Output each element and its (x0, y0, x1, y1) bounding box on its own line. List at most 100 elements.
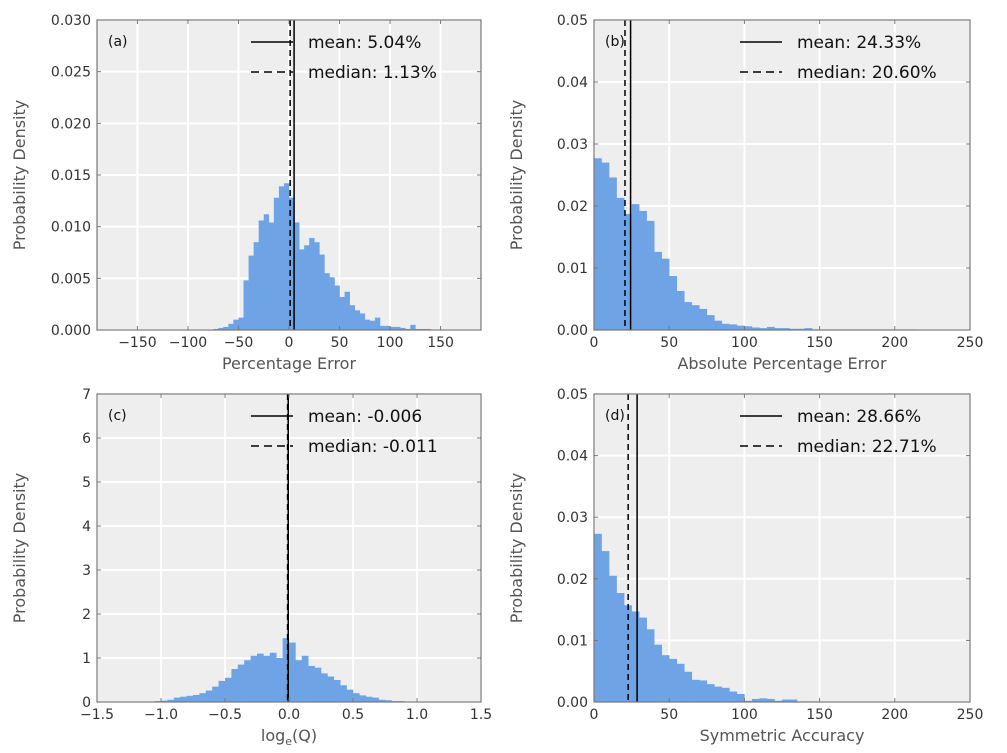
x-tick-label: 100 (377, 335, 404, 351)
histogram-bar (624, 605, 632, 702)
panel-a: −150 −100 −50 0 50 100 150 0.000 0.005 0.010 0.015… (10, 13, 482, 373)
histogram-bar (205, 690, 213, 702)
y-tick-label: 5 (82, 475, 91, 491)
histogram-bar (676, 663, 685, 702)
legend-label: mean: -0.006 (308, 407, 422, 427)
histogram-bar (410, 324, 416, 330)
histogram-bar (751, 327, 760, 330)
histogram-bar (237, 664, 245, 702)
x-tick-label: −1.5 (80, 707, 114, 723)
histogram-bar (594, 158, 602, 330)
x-tick-label: 200 (881, 335, 908, 351)
histogram-bar (631, 204, 640, 330)
x-tick-label: −0.5 (208, 707, 242, 723)
x-tick-label: 150 (427, 335, 454, 351)
histogram-bar (218, 680, 226, 702)
y-tick-label: 0.02 (557, 199, 588, 215)
legend-label: mean: 24.33% (797, 33, 921, 53)
y-tick-label: 6 (82, 431, 91, 447)
histogram-bar (273, 197, 280, 330)
histogram-bar (721, 323, 730, 330)
y-tick-label: 0.05 (557, 13, 588, 29)
histogram-bar (616, 197, 625, 330)
histogram-bar (369, 320, 376, 330)
histogram-bar (276, 658, 283, 702)
histogram-bar (167, 699, 175, 702)
histogram-bar (283, 183, 290, 330)
histogram-bar (782, 699, 790, 702)
x-tick-label: 0 (285, 335, 294, 351)
x-tick-label: 50 (331, 335, 349, 351)
x-axis-label-rest: (Q) (292, 726, 317, 745)
histogram-bar (736, 325, 745, 330)
histogram-bar (714, 686, 723, 702)
y-tick-label: 0.00 (557, 323, 588, 339)
histogram-bar (263, 214, 270, 330)
legend-label: mean: 5.04% (308, 33, 421, 53)
histogram-bar (390, 326, 396, 330)
histogram-bar (706, 684, 715, 702)
histogram-bar (353, 693, 360, 702)
histogram-bar (319, 254, 325, 330)
histogram-bar (339, 296, 345, 330)
histogram-bar (244, 660, 251, 702)
histogram-bar (289, 197, 295, 330)
histogram-bar (736, 693, 745, 702)
x-axis-label-main: log (261, 726, 285, 745)
histogram-bar (359, 313, 366, 330)
histogram-bar (378, 699, 386, 702)
histogram-bar (228, 323, 234, 330)
histogram-bar (253, 242, 259, 330)
histogram-bar (639, 210, 647, 330)
x-tick-label: 150 (806, 335, 833, 351)
histogram-bar (269, 652, 277, 702)
histogram-bar (744, 700, 753, 702)
panel-label: (a) (108, 34, 128, 50)
y-tick-label: 0.03 (557, 137, 588, 153)
histogram-bar (669, 276, 678, 330)
histogram-bar (654, 251, 662, 330)
y-tick-label: 0.04 (557, 449, 588, 465)
y-tick-label: 0.03 (557, 510, 588, 526)
histogram-bar (231, 669, 239, 702)
histogram-bar (395, 326, 401, 330)
legend-label: median: -0.011 (308, 437, 438, 457)
panel-b: 0 50 100 150 200 250 0.00 0.01 0.02 0.03 0.04 0.05 A… (507, 13, 983, 373)
histogram-bar (684, 302, 693, 330)
histogram-bar (250, 655, 258, 702)
histogram-bar (359, 695, 367, 702)
x-tick-label: 250 (957, 335, 984, 351)
y-axis-label: Probability Density (507, 100, 526, 251)
histogram-bar (193, 694, 200, 702)
histogram-bar (233, 319, 239, 330)
histogram-bar (340, 685, 347, 702)
histogram-bar (729, 691, 738, 702)
histogram-bar (782, 328, 790, 330)
x-tick-label: 0.0 (278, 707, 300, 723)
y-tick-label: 7 (82, 387, 91, 403)
histogram-bar (721, 687, 730, 702)
y-tick-label: 0.04 (557, 75, 588, 91)
histogram-bar (774, 328, 783, 330)
histogram-bar (766, 326, 775, 330)
histogram-bar (344, 291, 350, 330)
panel-c: −1.5 −1.0 −0.5 0.0 0.5 1.0 1.5 0 1 2 3 4 5 6 7 loge(Q) P… (10, 387, 492, 748)
y-tick-label: 1 (82, 651, 91, 667)
histogram-bar (324, 273, 330, 330)
histogram-bar (601, 551, 610, 702)
panel-d: 0 50 100 150 200 250 0.00 0.01 0.02 0.03 0.04 0.05 S… (507, 387, 983, 745)
y-tick-label: 0 (82, 695, 91, 711)
histogram-bar (321, 673, 328, 702)
y-tick-label: 3 (82, 563, 91, 579)
y-tick-label: 0.00 (557, 695, 588, 711)
x-axis-label: Symmetric Accuracy (700, 726, 865, 745)
histogram-bar (263, 655, 271, 702)
histogram-bar (759, 698, 768, 702)
histogram-bar (646, 629, 655, 702)
histogram-bar (385, 325, 391, 330)
histogram-bar (706, 315, 715, 330)
x-axis-label: Percentage Error (222, 354, 357, 373)
x-axis-label: loge(Q) (261, 726, 317, 748)
legend-label: median: 22.71% (797, 437, 937, 457)
